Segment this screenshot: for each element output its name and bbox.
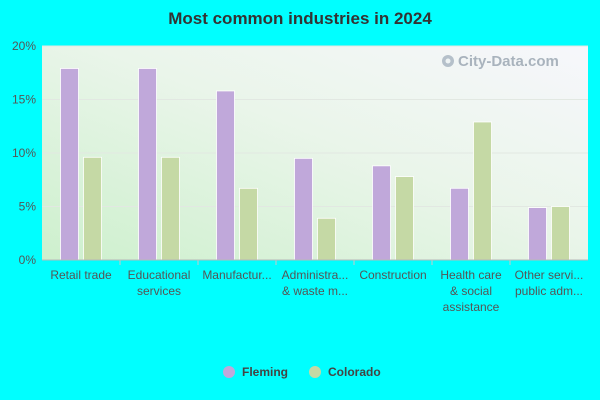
y-tick-label: 15%	[12, 93, 36, 107]
watermark: City-Data.com	[442, 53, 559, 70]
bar-colorado-1	[161, 156, 180, 261]
x-category-label: Educational	[128, 268, 191, 282]
legend-label-colorado: Colorado	[328, 365, 381, 379]
x-category-label: Health care	[440, 268, 502, 282]
y-tick-label: 0%	[19, 253, 37, 267]
x-category-label: public adm...	[515, 284, 583, 298]
bar-colorado-6	[551, 206, 570, 261]
watermark-text: City-Data.com	[458, 53, 559, 70]
bar-fleming-0	[60, 68, 79, 261]
bar-fleming-2	[216, 90, 235, 261]
x-category-label: & social	[450, 284, 492, 298]
x-category-label: assistance	[443, 300, 500, 314]
y-tick-label: 20%	[12, 39, 36, 53]
x-category-label: Manufactur...	[202, 268, 271, 282]
legend-swatch-colorado	[309, 366, 321, 378]
x-category-label: Other servi...	[515, 268, 584, 282]
bar-fleming-4	[372, 165, 391, 261]
chart-title: Most common industries in 2024	[168, 9, 432, 28]
y-axis-ticks: 0% 5% 10% 15% 20%	[12, 39, 36, 267]
bar-fleming-5	[450, 187, 469, 261]
x-axis-labels: Retail trade Educational services Manufactu…	[50, 268, 583, 314]
y-tick-label: 5%	[19, 200, 37, 214]
bar-colorado-3	[317, 217, 336, 261]
bar-colorado-2	[239, 187, 258, 261]
x-category-label: Retail trade	[50, 268, 112, 282]
legend-label-fleming: Fleming	[242, 365, 288, 379]
x-category-label: services	[137, 284, 181, 298]
bar-colorado-5	[473, 121, 492, 261]
watermark-logo-icon	[442, 55, 454, 67]
bar-fleming-1	[138, 68, 157, 261]
x-category-label: & waste m...	[282, 284, 348, 298]
y-tick-label: 10%	[12, 146, 36, 160]
bar-colorado-4	[395, 176, 414, 261]
bar-colorado-0	[83, 156, 102, 261]
legend: Fleming Colorado	[223, 365, 381, 379]
bar-fleming-6	[528, 207, 547, 261]
x-category-label: Construction	[359, 268, 426, 282]
legend-swatch-fleming	[223, 366, 235, 378]
bars	[60, 68, 570, 265]
bar-fleming-3	[294, 157, 313, 261]
gridlines	[42, 45, 588, 207]
x-category-label: Administra...	[282, 268, 349, 282]
